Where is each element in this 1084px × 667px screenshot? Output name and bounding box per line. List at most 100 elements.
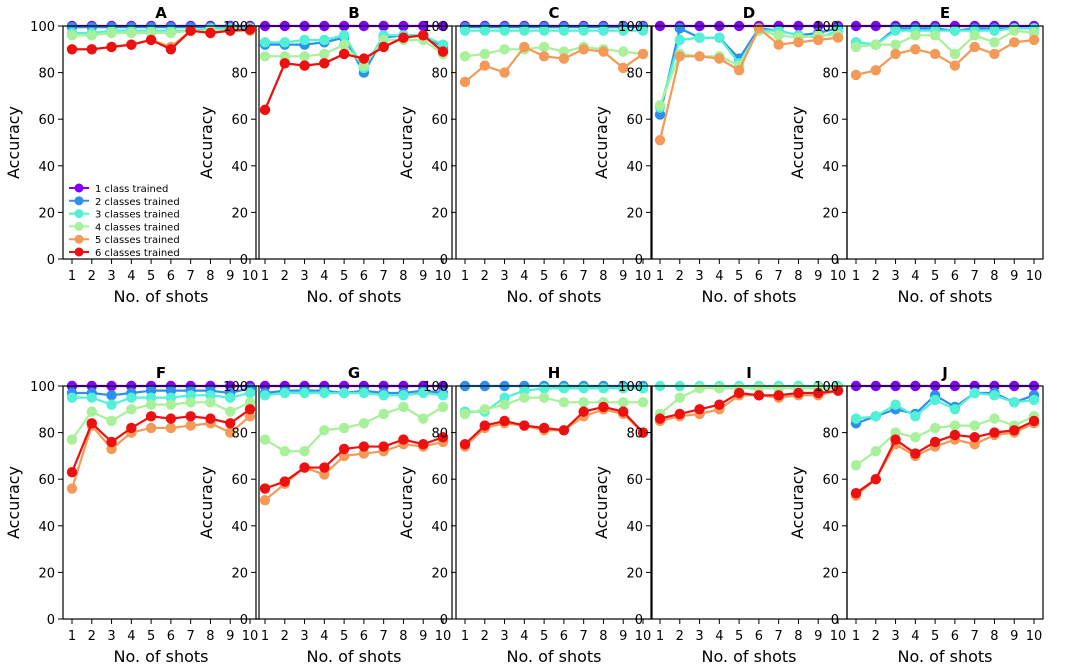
series-line	[263, 34, 444, 111]
data-point	[949, 429, 961, 441]
x-tick-label: 8	[206, 269, 214, 284]
series-line	[464, 405, 644, 446]
x-axis-label: No. of shots	[701, 647, 796, 666]
data-point	[890, 25, 901, 36]
legend-label: 3 classes trained	[95, 210, 180, 221]
series-line	[265, 34, 444, 70]
data-point	[674, 408, 685, 420]
x-tick-label: 1	[461, 629, 469, 644]
y-tick-label: 100	[30, 20, 55, 35]
x-axis-label: No. of shots	[306, 287, 401, 306]
y-tick-label: 20	[231, 206, 248, 221]
data-point	[86, 44, 97, 55]
y-tick-label: 80	[822, 427, 839, 442]
data-point	[459, 439, 471, 450]
x-tick-label: 3	[500, 269, 508, 284]
data-point	[205, 413, 216, 424]
data-point	[319, 387, 330, 399]
legend-entry: 1 class trained	[69, 183, 168, 195]
y-tick-label: 20	[38, 566, 55, 581]
data-point	[479, 404, 490, 415]
x-tick-label: 3	[107, 629, 115, 644]
series-line	[659, 387, 838, 415]
y-tick-label: 100	[423, 380, 448, 395]
data-point	[773, 390, 784, 401]
data-point	[66, 467, 78, 478]
data-point	[259, 434, 271, 445]
data-point	[674, 34, 685, 46]
data-point	[1009, 25, 1020, 36]
data-point	[910, 30, 921, 41]
data-point	[299, 446, 310, 457]
series-3-classes-trained	[850, 387, 1040, 424]
x-tick-label: 9	[814, 629, 822, 644]
y-tick-label: 80	[231, 427, 248, 442]
data-point	[259, 483, 271, 494]
y-axis-label: Accuracy	[592, 466, 611, 539]
data-point	[714, 53, 725, 64]
x-tick-label: 6	[360, 269, 368, 284]
data-point	[437, 390, 449, 401]
data-point	[519, 25, 530, 36]
x-tick-label: 2	[676, 629, 684, 644]
series-line	[265, 38, 444, 67]
data-point	[244, 404, 256, 415]
legend-entry: 2 classes trained	[69, 196, 180, 208]
panel-f: F 0 20 40 60 80 100 1 2 3 4 5 6 7 8 9 10 No. of shots Accu…	[4, 364, 260, 666]
x-tick-label: 8	[990, 629, 998, 644]
series-line	[263, 34, 444, 111]
data-point	[929, 436, 941, 448]
data-point	[733, 387, 745, 399]
series-line	[70, 408, 251, 473]
data-point	[618, 46, 629, 57]
data-point	[598, 383, 609, 394]
panel-title: D	[743, 4, 755, 22]
axes-frame	[255, 385, 453, 620]
y-tick-label: 60	[231, 113, 248, 128]
data-point	[989, 48, 1000, 60]
y-axis-label: Accuracy	[788, 466, 807, 539]
data-point	[694, 383, 705, 394]
data-point	[519, 392, 530, 403]
x-tick-label: 1	[656, 629, 664, 644]
series-line	[264, 391, 444, 397]
y-axis-label: Accuracy	[4, 106, 23, 179]
data-point	[205, 27, 216, 39]
data-point	[558, 397, 570, 408]
x-tick-label: 8	[206, 629, 214, 644]
x-tick-label: 1	[68, 269, 76, 284]
data-point	[890, 39, 901, 50]
data-point	[106, 27, 117, 39]
x-tick-label: 10	[435, 629, 452, 644]
data-point	[499, 25, 510, 36]
data-point	[499, 44, 510, 55]
y-tick-label: 80	[431, 67, 448, 82]
x-tick-label: 3	[695, 269, 703, 284]
data-point	[1009, 425, 1020, 436]
data-point	[418, 439, 429, 450]
data-point	[694, 32, 705, 43]
data-point	[538, 41, 550, 53]
data-point	[145, 34, 157, 46]
panel-title: C	[548, 4, 559, 22]
data-point	[637, 25, 649, 36]
legend-marker	[74, 234, 84, 244]
data-point	[813, 34, 824, 46]
legend-entry: 3 classes trained	[69, 209, 180, 221]
series-line	[71, 401, 251, 441]
y-axis-label: Accuracy	[197, 106, 216, 179]
x-tick-label: 10	[1026, 629, 1043, 644]
y-tick-label: 100	[223, 20, 248, 35]
y-tick-label: 40	[231, 160, 248, 175]
x-tick-label: 5	[931, 629, 939, 644]
x-tick-label: 3	[500, 629, 508, 644]
data-point	[578, 397, 589, 408]
data-point	[299, 387, 310, 399]
y-tick-label: 60	[822, 113, 839, 128]
data-point	[86, 418, 97, 429]
data-point	[126, 422, 137, 434]
data-point	[338, 422, 350, 434]
data-point	[929, 30, 941, 41]
